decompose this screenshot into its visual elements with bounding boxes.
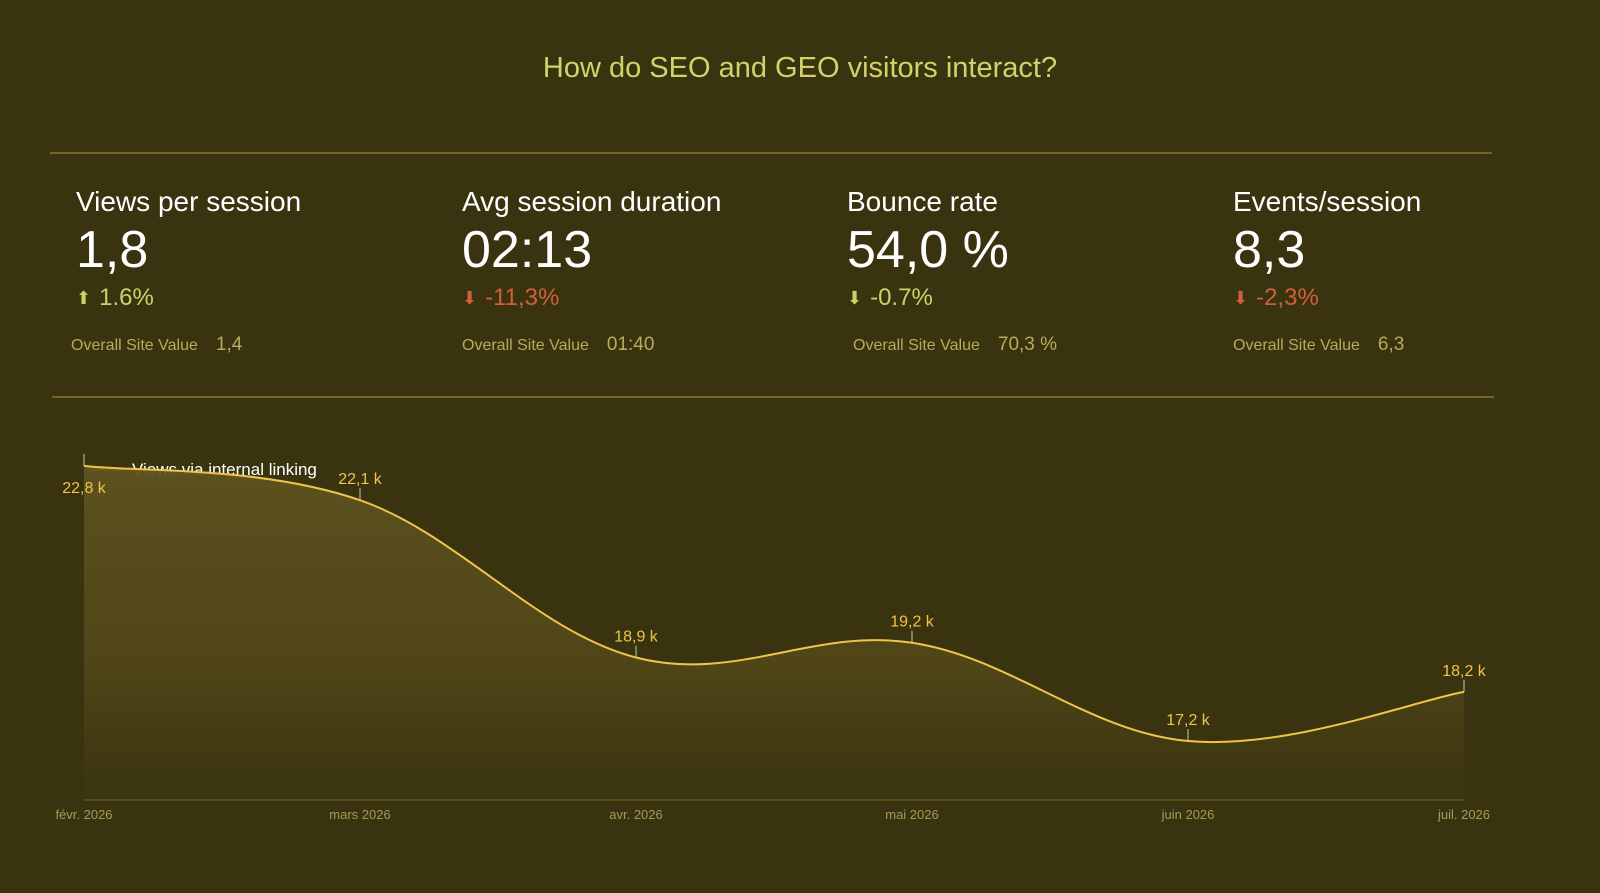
kpi-change: ⬇ -0.7%: [847, 284, 1227, 312]
x-tick-label: mai 2026: [885, 807, 938, 822]
kpi-overall-value: 1,4: [215, 334, 243, 355]
kpi-overall: Overall Site Value 70,3 %: [853, 334, 1227, 356]
series-line[interactable]: [83, 464, 1465, 744]
kpi-overall-value: 70,3 %: [997, 334, 1058, 355]
kpi-change-value: -2,3%: [1256, 284, 1319, 311]
arrow-down-icon: ⬇: [1233, 288, 1249, 308]
data-label: 17,2 k: [1166, 712, 1211, 729]
kpi-change-value: -11,3%: [485, 284, 560, 311]
kpi-value: 02:13: [462, 221, 593, 279]
data-label: 22,8 k: [62, 480, 107, 497]
x-tick-label: juil. 2026: [1437, 807, 1490, 822]
page-title: How do SEO and GEO visitors interact?: [542, 52, 1058, 84]
kpi-change: ⬆ 1.6%: [76, 284, 456, 312]
kpi-change: ⬇ -2,3%: [1233, 284, 1573, 312]
x-tick-label: mars 2026: [329, 807, 390, 822]
data-label: 18,2 k: [1442, 663, 1487, 680]
kpi-label: Events/session: [1233, 186, 1422, 217]
series-area: [84, 465, 1464, 800]
kpi-value: 1,8: [76, 221, 149, 279]
arrow-down-icon: ⬇: [847, 288, 863, 308]
kpi-value: 54,0 %: [847, 221, 1009, 279]
kpi-label: Views per session: [76, 186, 302, 217]
kpi-change-value: 1.6%: [99, 284, 154, 311]
arrow-down-icon: ⬇: [462, 288, 478, 308]
kpi-events-per-session: Events/session 8,3 ⬇ -2,3% Overall Site …: [1233, 186, 1573, 356]
kpi-overall-value: 6,3: [1377, 334, 1405, 355]
kpi-overall-label: Overall Site Value: [1233, 337, 1360, 354]
kpi-overall: Overall Site Value 1,4: [71, 334, 456, 356]
x-tick-label: févr. 2026: [55, 807, 112, 822]
kpi-overall-label: Overall Site Value: [71, 337, 198, 354]
kpi-bounce-rate: Bounce rate 54,0 % ⬇ -0.7% Overall Site …: [847, 186, 1227, 356]
top-divider: [50, 152, 1492, 154]
kpi-change-value: -0.7%: [870, 284, 933, 311]
data-label: 18,9 k: [614, 628, 659, 645]
data-label: 19,2 k: [890, 614, 935, 631]
x-tick-label: avr. 2026: [609, 807, 663, 822]
data-label: 22,1 k: [338, 471, 383, 488]
kpi-overall: Overall Site Value 6,3: [1233, 334, 1573, 356]
kpi-views-per-session: Views per session 1,8 ⬆ 1.6% Overall Sit…: [71, 186, 456, 356]
kpi-overall-value: 01:40: [606, 334, 655, 355]
x-tick-label: juin 2026: [1161, 807, 1215, 822]
kpi-label: Avg session duration: [462, 186, 722, 217]
kpi-overall: Overall Site Value 01:40: [462, 334, 842, 356]
arrow-up-icon: ⬆: [76, 288, 92, 308]
kpi-overall-label: Overall Site Value: [853, 337, 980, 354]
kpi-label: Bounce rate: [847, 186, 998, 217]
middle-divider: [52, 396, 1494, 398]
kpi-overall-label: Overall Site Value: [462, 337, 589, 354]
kpi-avg-session-duration: Avg session duration 02:13 ⬇ -11,3% Over…: [462, 186, 842, 356]
kpi-value: 8,3: [1233, 221, 1306, 279]
kpi-change: ⬇ -11,3%: [462, 284, 842, 312]
